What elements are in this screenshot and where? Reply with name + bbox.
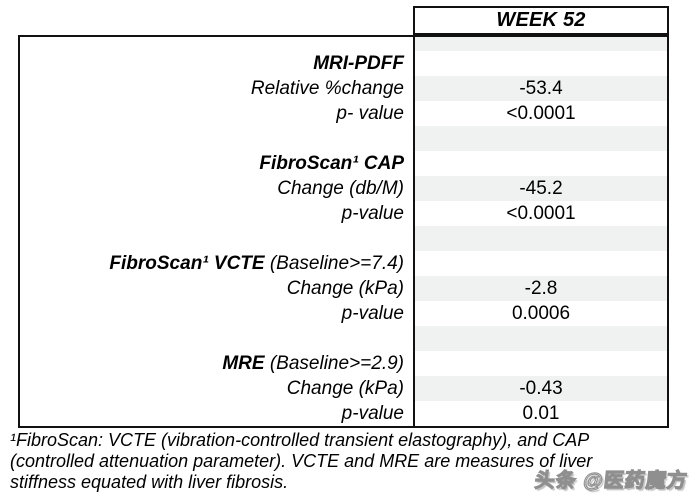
section-title: FibroScan¹ CAP	[259, 153, 404, 174]
table-row-fibroscan-cap: FibroScan¹ CAP	[20, 151, 667, 176]
row-value: -45.2	[413, 176, 667, 201]
row-label: Change (kPa)	[20, 276, 413, 301]
row-value	[413, 51, 667, 76]
toutiao-watermark: 头条 @医药魔方	[533, 469, 689, 492]
row-value: <0.0001	[413, 201, 667, 226]
row-label	[20, 326, 413, 351]
table-row-pvalue: p-value <0.0001	[20, 201, 667, 226]
row-value: 0.0006	[413, 301, 667, 326]
table-row-spacer	[20, 326, 667, 351]
results-table: MRI-PDFF Relative %change -53.4 p- value…	[18, 35, 669, 428]
row-label: FibroScan¹ VCTE (Baseline>=7.4)	[20, 251, 413, 276]
row-value	[413, 37, 667, 51]
row-label: MRI-PDFF	[20, 51, 413, 76]
section-subtitle: (Baseline>=2.9)	[264, 353, 404, 374]
footnote-line-1: ¹FibroScan: VCTE (vibration-controlled t…	[10, 430, 590, 450]
row-value	[413, 251, 667, 276]
footnote: ¹FibroScan: VCTE (vibration-controlled t…	[10, 430, 660, 493]
table-row-pvalue: p-value 0.0006	[20, 301, 667, 326]
row-label: p-value	[20, 301, 413, 326]
row-label: Change (db/M)	[20, 176, 413, 201]
row-value: -53.4	[413, 76, 667, 101]
row-label: p-value	[20, 201, 413, 226]
table-row-spacer	[20, 226, 667, 251]
table-row-spacer	[20, 126, 667, 151]
table-row-pvalue: p- value <0.0001	[20, 101, 667, 126]
footnote-line-2: (controlled attenuation parameter). VCTE…	[10, 451, 593, 471]
table-row-mre-change: Change (kPa) -0.43	[20, 376, 667, 401]
row-label	[20, 126, 413, 151]
week-column-header: WEEK 52	[413, 6, 669, 35]
section-title: MRI-PDFF	[313, 53, 404, 74]
row-label: FibroScan¹ CAP	[20, 151, 413, 176]
row-label: p- value	[20, 101, 413, 126]
row-label: Relative %change	[20, 76, 413, 101]
row-label	[20, 37, 413, 51]
row-label	[20, 226, 413, 251]
row-label-text: p- value	[336, 103, 404, 124]
row-label-text: Change (db/M)	[277, 178, 404, 199]
row-label-text: p-value	[341, 403, 404, 424]
table-row-relative-change: Relative %change -53.4	[20, 76, 667, 101]
row-value: -2.8	[413, 276, 667, 301]
row-value	[413, 151, 667, 176]
row-value	[413, 351, 667, 376]
table-row-cap-change: Change (db/M) -45.2	[20, 176, 667, 201]
row-value: 0.01	[413, 401, 667, 426]
row-label: MRE (Baseline>=2.9)	[20, 351, 413, 376]
row-value	[413, 326, 667, 351]
row-label: Change (kPa)	[20, 376, 413, 401]
row-label-text: p-value	[341, 303, 404, 324]
row-label-text: p-value	[341, 203, 404, 224]
table-row-fibroscan-vcte: FibroScan¹ VCTE (Baseline>=7.4)	[20, 251, 667, 276]
row-label-text: Change (kPa)	[286, 378, 404, 399]
table-row-mri-pdff: MRI-PDFF	[20, 51, 667, 76]
row-value	[413, 126, 667, 151]
row-label-text: Change (kPa)	[286, 278, 404, 299]
table-row-mre: MRE (Baseline>=2.9)	[20, 351, 667, 376]
week-column-header-label: WEEK 52	[496, 9, 586, 31]
table-row-pvalue: p-value 0.01	[20, 401, 667, 426]
section-title: MRE	[222, 353, 265, 374]
row-value	[413, 226, 667, 251]
row-value: <0.0001	[413, 101, 667, 126]
footnote-line-3: stiffness equated with liver fibrosis.	[10, 472, 289, 492]
row-label-text: Relative %change	[250, 78, 404, 99]
row-value: -0.43	[413, 376, 667, 401]
section-subtitle: (Baseline>=7.4)	[264, 253, 404, 274]
table-row-vcte-change: Change (kPa) -2.8	[20, 276, 667, 301]
table-row-spacer	[20, 37, 667, 51]
row-label: p-value	[20, 401, 413, 426]
section-title: FibroScan¹ VCTE	[109, 253, 265, 274]
